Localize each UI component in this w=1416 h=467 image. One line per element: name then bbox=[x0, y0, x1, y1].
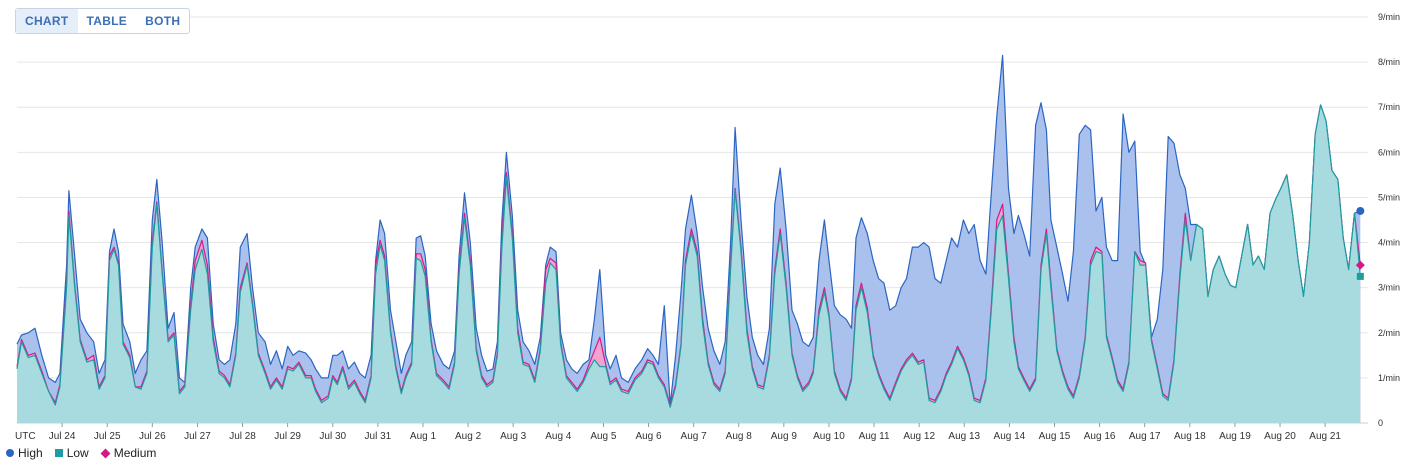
x-tick-label: Jul 31 bbox=[365, 431, 392, 442]
y-tick-label: 2/min bbox=[1378, 328, 1400, 338]
legend-item-high[interactable]: High bbox=[6, 446, 43, 460]
y-tick-label: 0 bbox=[1378, 418, 1383, 428]
medium-diamond-icon bbox=[100, 448, 111, 458]
y-tick-label: 8/min bbox=[1378, 57, 1400, 67]
y-tick-label: 9/min bbox=[1378, 12, 1400, 22]
y-tick-label: 4/min bbox=[1378, 238, 1400, 248]
legend-label-low: Low bbox=[66, 446, 89, 460]
y-tick-label: 1/min bbox=[1378, 373, 1400, 383]
x-tick-label: UTC bbox=[15, 431, 36, 442]
chart-legend: High Low Medium bbox=[6, 446, 156, 460]
x-tick-label: Aug 8 bbox=[726, 431, 753, 442]
x-tick-label: Aug 19 bbox=[1219, 431, 1251, 442]
table-view-button[interactable]: TABLE bbox=[86, 14, 128, 28]
high-circle-icon bbox=[6, 449, 14, 457]
x-tick-label: Jul 26 bbox=[139, 431, 166, 442]
x-tick-label: Aug 9 bbox=[771, 431, 798, 442]
x-tick-label: Aug 17 bbox=[1129, 431, 1161, 442]
y-axis: 0 1/min 2/min 3/min 4/min 5/min 6/min 7/min 8/mi… bbox=[1378, 12, 1400, 428]
legend-item-low[interactable]: Low bbox=[54, 446, 89, 460]
series-end-markers bbox=[1355, 206, 1365, 280]
x-tick-label: Jul 30 bbox=[319, 431, 346, 442]
y-tick-label: 5/min bbox=[1378, 192, 1400, 202]
x-tick-label: Aug 21 bbox=[1309, 431, 1341, 442]
x-tick-label: Aug 13 bbox=[948, 431, 980, 442]
series-areas bbox=[16, 54, 1361, 424]
x-tick-label: Jul 27 bbox=[184, 431, 211, 442]
legend-label-medium: Medium bbox=[113, 446, 157, 460]
x-tick-label: Aug 15 bbox=[1039, 431, 1071, 442]
x-tick-label: Jul 29 bbox=[274, 431, 301, 442]
x-tick-label: Aug 3 bbox=[500, 431, 527, 442]
view-toggle[interactable]: CHART TABLE BOTH bbox=[15, 8, 191, 34]
x-tick-label: Aug 10 bbox=[813, 431, 845, 442]
x-tick-label: Aug 1 bbox=[410, 431, 437, 442]
medium-end-marker[interactable] bbox=[1355, 260, 1365, 270]
x-tick-label: Aug 16 bbox=[1084, 431, 1116, 442]
x-tick-label: Aug 20 bbox=[1264, 431, 1296, 442]
x-tick-label: Aug 7 bbox=[681, 431, 708, 442]
legend-label-high: High bbox=[18, 446, 43, 460]
high-end-marker[interactable] bbox=[1356, 206, 1365, 215]
chart-view-button[interactable]: CHART bbox=[16, 9, 78, 33]
area-high bbox=[17, 55, 1361, 424]
x-tick-label: Aug 2 bbox=[455, 431, 482, 442]
x-tick-label: Aug 12 bbox=[903, 431, 935, 442]
legend-item-medium[interactable]: Medium bbox=[100, 446, 157, 460]
x-tick-label: Aug 11 bbox=[859, 431, 890, 442]
both-view-button[interactable]: BOTH bbox=[145, 14, 181, 28]
y-tick-label: 6/min bbox=[1378, 147, 1400, 157]
x-tick-label: Jul 25 bbox=[94, 431, 121, 442]
y-tick-label: 3/min bbox=[1378, 283, 1400, 293]
line-low bbox=[16, 104, 1361, 408]
area-low bbox=[17, 105, 1361, 423]
x-axis: UTC Jul 24 Jul 25 Jul 26 Jul 27 Jul 28 Jul 29 J… bbox=[15, 423, 1341, 442]
x-tick-label: Jul 24 bbox=[49, 431, 76, 442]
line-high bbox=[16, 54, 1361, 406]
x-tick-label: Aug 14 bbox=[994, 431, 1026, 442]
x-tick-label: Aug 18 bbox=[1174, 431, 1206, 442]
x-tick-label: Aug 5 bbox=[590, 431, 617, 442]
x-tick-label: Aug 6 bbox=[635, 431, 662, 442]
low-square-icon bbox=[54, 449, 63, 457]
x-tick-label: Aug 4 bbox=[545, 431, 572, 442]
y-tick-label: 7/min bbox=[1378, 102, 1400, 112]
x-tick-label: Jul 28 bbox=[229, 431, 256, 442]
low-end-marker[interactable] bbox=[1356, 272, 1364, 280]
